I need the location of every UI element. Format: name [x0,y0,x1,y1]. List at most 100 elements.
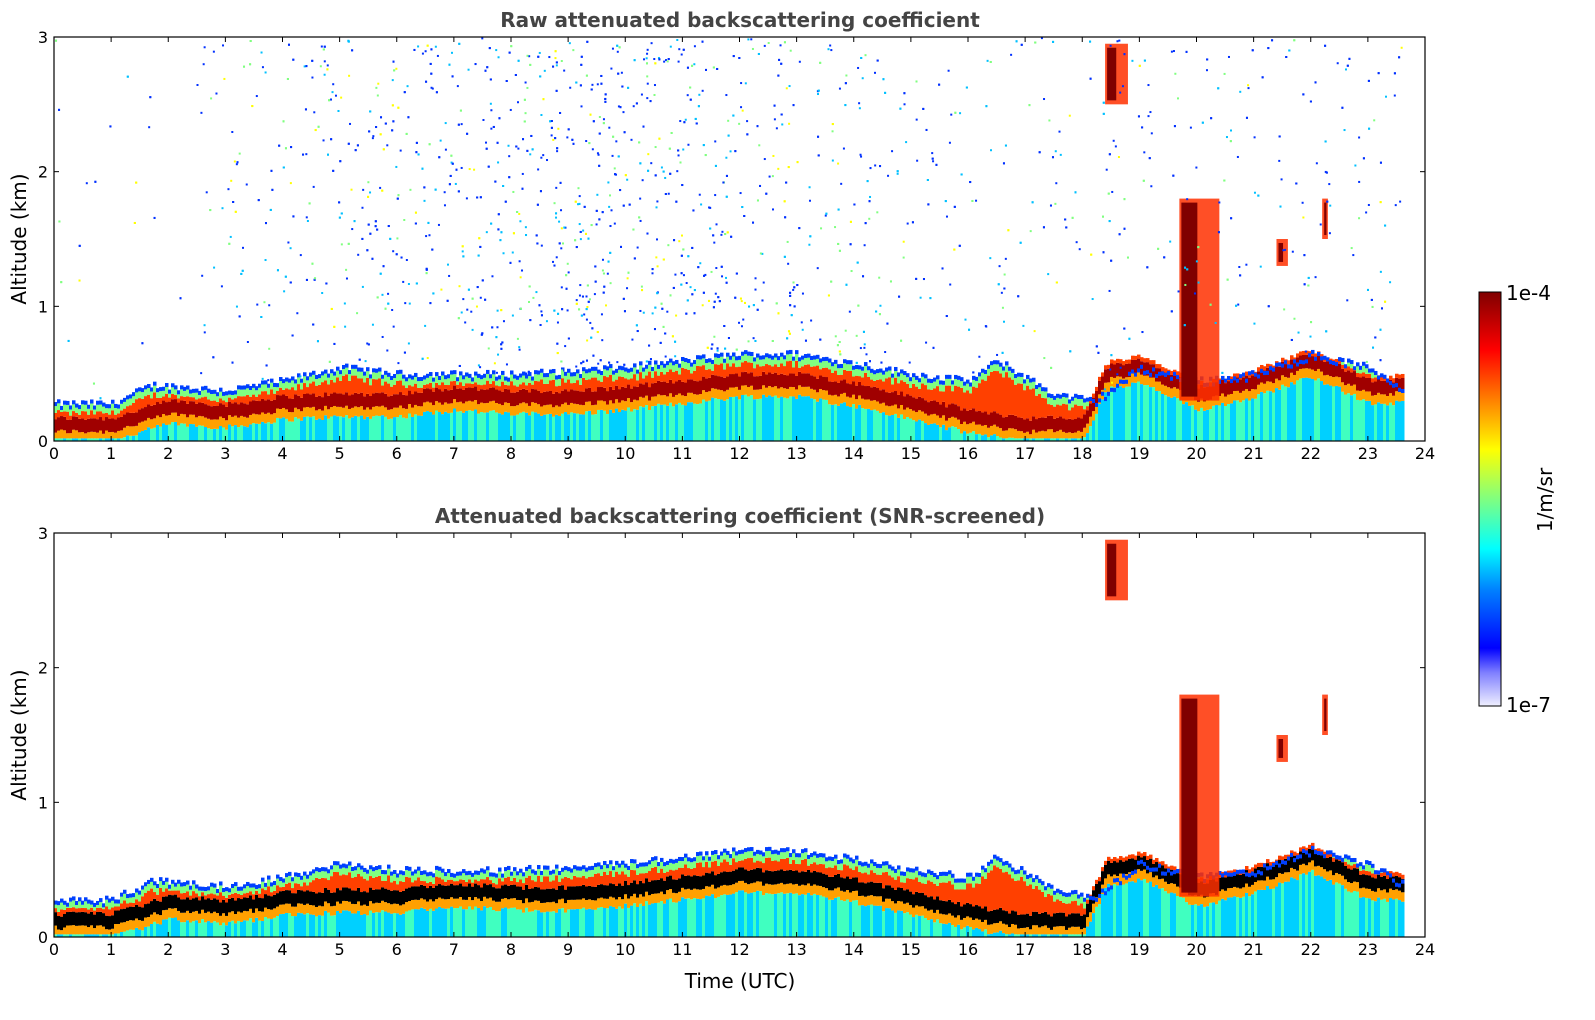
noise-pixel [1384,95,1387,98]
backscatter-column [1299,378,1303,441]
backscatter-column [741,394,745,441]
noise-pixel [948,141,951,144]
noise-pixel [179,297,182,300]
backscatter-column [258,423,262,441]
backscatter-column [1128,371,1132,376]
backscatter-column [1113,387,1117,441]
noise-pixel [879,304,882,307]
backscatter-column [1308,368,1312,379]
noise-pixel [716,347,719,350]
backscatter-column [624,401,628,411]
backscatter-column [579,404,583,415]
backscatter-column [1395,373,1399,378]
noise-pixel [649,100,652,103]
noise-pixel [215,92,218,95]
backscatter-column [141,885,145,890]
noise-pixel [1379,161,1382,164]
backscatter-column [153,885,157,893]
noise-pixel [1239,90,1242,93]
noise-pixel [510,45,513,48]
noise-pixel [793,305,796,308]
backscatter-column [1149,372,1153,377]
backscatter-column [690,366,694,374]
backscatter-column [54,412,58,420]
noise-pixel [639,219,642,222]
backscatter-column [549,373,553,381]
backscatter-column [357,416,361,441]
backscatter-column [969,409,973,424]
backscatter-column [918,389,922,397]
backscatter-column [477,390,481,405]
noise-pixel [727,119,730,122]
backscatter-column [102,413,106,421]
noise-pixel [598,164,601,167]
backscatter-column [162,919,166,937]
noise-pixel [1149,111,1152,114]
backscatter-column [444,402,448,412]
backscatter-column [1305,350,1309,355]
noise-pixel [504,200,507,203]
backscatter-column [408,413,412,441]
backscatter-column [873,370,877,375]
backscatter-column [1200,398,1204,408]
backscatter-column [300,378,304,383]
noise-pixel [245,183,248,186]
cloud-core [1107,47,1117,101]
noise-pixel [1123,327,1126,330]
backscatter-column [90,410,94,419]
backscatter-column [1254,375,1258,390]
backscatter-column [885,378,889,393]
backscatter-column [615,379,619,386]
backscatter-column [135,412,139,426]
backscatter-column [930,414,934,424]
backscatter-column [567,404,571,415]
backscatter-column [861,408,865,441]
backscatter-column [1245,389,1249,399]
backscatter-column [177,390,181,395]
backscatter-column [1095,390,1099,405]
backscatter-column [456,388,460,403]
backscatter-column [1020,383,1024,418]
backscatter-column [630,371,634,379]
noise-pixel [927,203,930,206]
backscatter-column [402,408,406,418]
backscatter-column [555,379,559,387]
noise-pixel [1379,270,1382,273]
noise-pixel [532,296,535,299]
backscatter-column [192,424,196,441]
backscatter-column [576,369,580,374]
backscatter-column [1374,370,1378,375]
backscatter-column [414,414,418,441]
backscatter-column [1371,395,1375,406]
backscatter-column [159,924,163,937]
backscatter-column [69,907,73,912]
noise-pixel [856,261,859,264]
backscatter-column [345,405,349,416]
backscatter-column [792,356,796,361]
noise-pixel [529,319,532,322]
backscatter-column [711,388,715,398]
backscatter-column [1173,387,1177,397]
noise-pixel [559,111,562,114]
noise-pixel [810,319,813,322]
backscatter-column [750,385,754,396]
backscatter-column [297,409,301,419]
backscatter-column [168,917,172,937]
backscatter-column [855,385,859,400]
noise-pixel [661,307,664,310]
backscatter-column [72,429,76,439]
noise-pixel [599,359,602,362]
noise-pixel [1065,226,1068,229]
backscatter-column [996,360,1000,365]
backscatter-column [918,382,922,390]
backscatter-column [966,383,970,391]
backscatter-column [912,377,916,384]
backscatter-column [78,912,82,926]
backscatter-column [693,360,697,365]
backscatter-column [648,360,652,365]
backscatter-column [831,395,835,405]
noise-pixel [656,238,659,241]
noise-pixel [448,63,451,66]
noise-pixel [395,165,398,168]
noise-pixel [1069,350,1072,353]
